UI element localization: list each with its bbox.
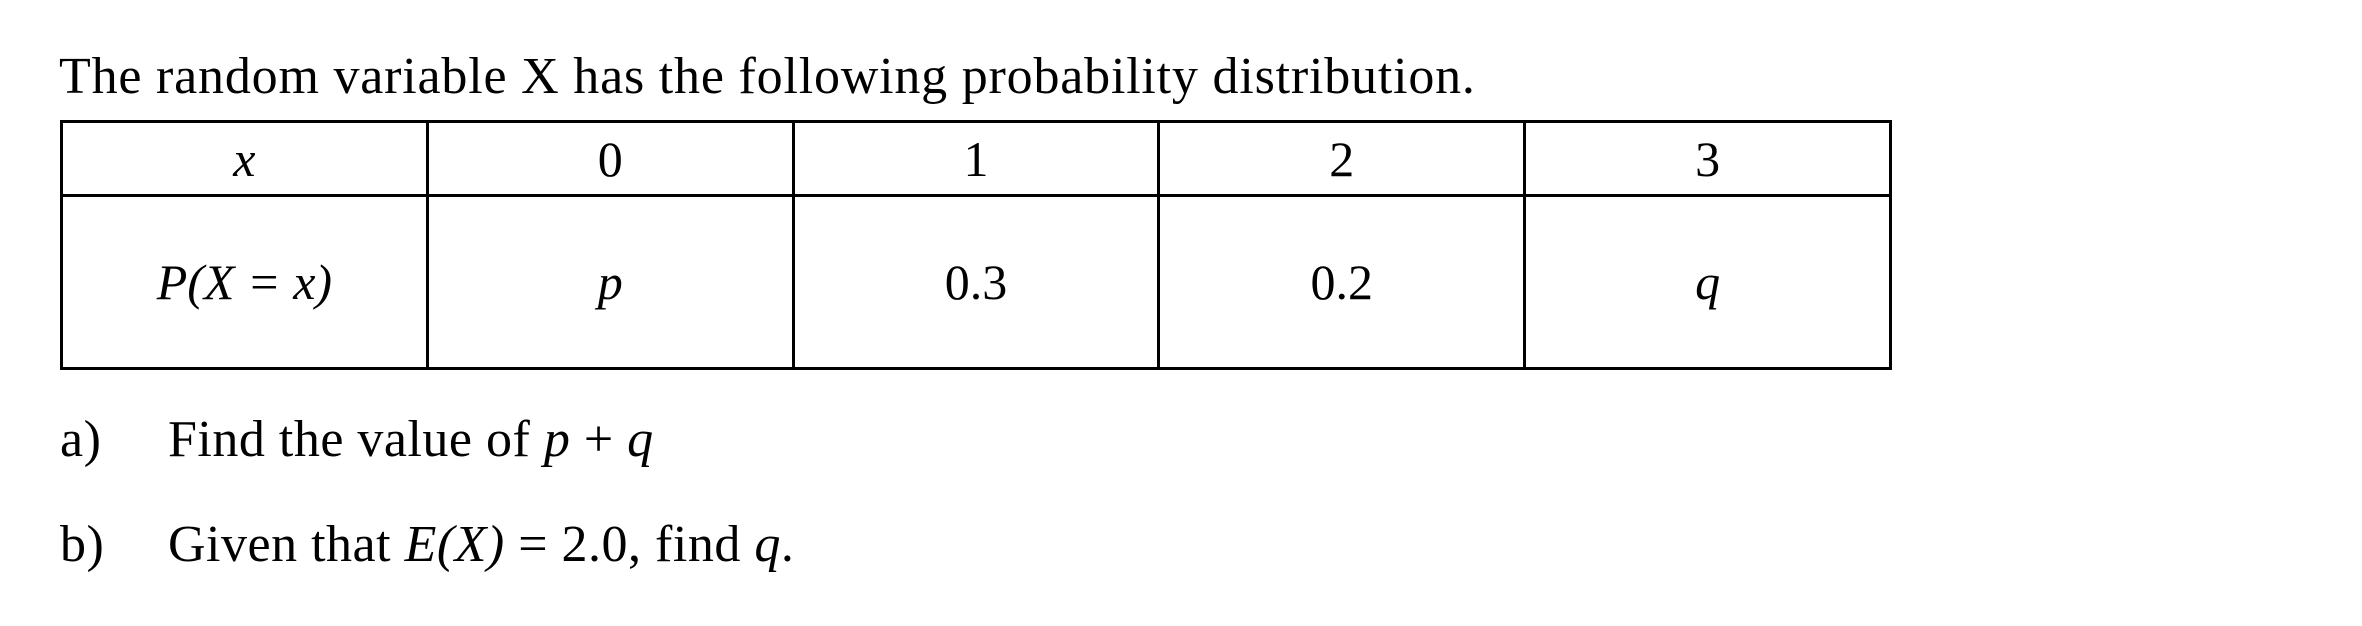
table-x-value-1: 1 <box>791 120 1161 197</box>
table-row-probabilities: P(X = x) p 0.3 0.2 q <box>60 194 1892 370</box>
part-b-label: b) <box>60 516 105 573</box>
table-probability-1: 0.3 <box>791 194 1161 370</box>
table-x-value-3: 3 <box>1523 120 1892 197</box>
part-a-variable-q: q <box>627 411 654 468</box>
table-row-x-values: x 0 1 2 3 <box>60 120 1892 197</box>
question-part-a: a) Find the value of p + q <box>60 409 654 471</box>
part-b-variable-q: q <box>754 516 781 573</box>
part-a-variable-p: p <box>543 411 571 468</box>
table-header-x: x <box>60 120 429 197</box>
part-b-text-mid: = 2.0, find <box>504 516 755 573</box>
part-b-text-pre: Given that <box>168 516 405 573</box>
question-part-b: b) Given that E(X) = 2.0, find q. <box>60 514 794 576</box>
part-a-label: a) <box>60 411 102 468</box>
part-a-text: Find the value of <box>168 411 544 468</box>
problem-statement: The random variable X has the following … <box>59 48 1476 105</box>
table-probability-3: q <box>1523 194 1892 370</box>
probability-distribution-table: x 0 1 2 3 P(X = x) p 0.3 0.2 q <box>60 120 1892 370</box>
table-probability-0: p <box>425 194 795 370</box>
part-b-expectation-expression: E(X) <box>404 516 505 573</box>
part-a-plus-operator: + <box>570 411 628 468</box>
part-b-text-end: . <box>780 516 795 573</box>
table-probability-2: 0.2 <box>1157 194 1527 370</box>
table-header-probability: P(X = x) <box>60 194 429 370</box>
table-x-value-0: 0 <box>425 120 795 197</box>
table-x-value-2: 2 <box>1157 120 1527 197</box>
